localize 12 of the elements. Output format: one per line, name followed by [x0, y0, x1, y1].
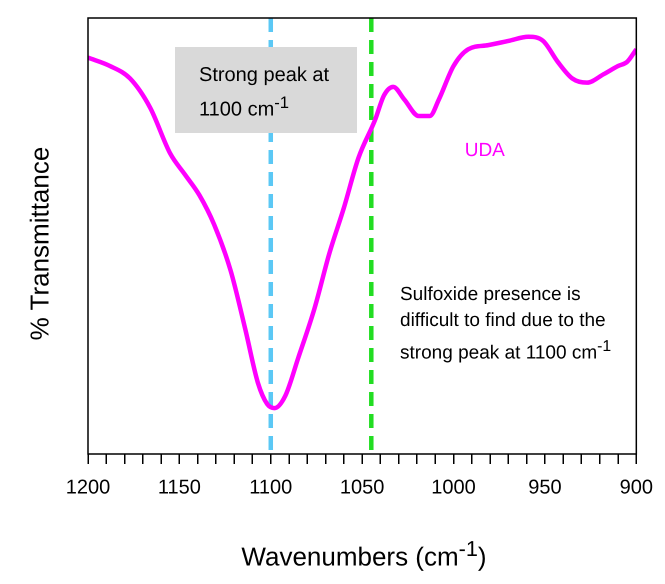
x-tick-label: 1150: [158, 476, 201, 499]
y-axis-title: % Transmittance: [24, 146, 56, 342]
x-tick-label: 1200: [66, 476, 110, 499]
x-tick-label: 1100: [249, 476, 292, 499]
x-axis-title: Wavenumbers (cm$^{-1}$): [240, 536, 488, 573]
annotation: Sulfoxide presence is difficult to find due to the strong peak at 1100 cm$^{-1}$: [400, 283, 612, 366]
x-tick-label: 1000: [431, 476, 476, 499]
x-tick-label: 950: [528, 476, 562, 499]
annotation: Strong peak at 1100 cm$^{-1}$: [175, 47, 357, 133]
x-tick-label: 1050: [340, 476, 384, 499]
x-tick-label: 900: [620, 476, 654, 499]
text: UDA: [464, 140, 506, 162]
